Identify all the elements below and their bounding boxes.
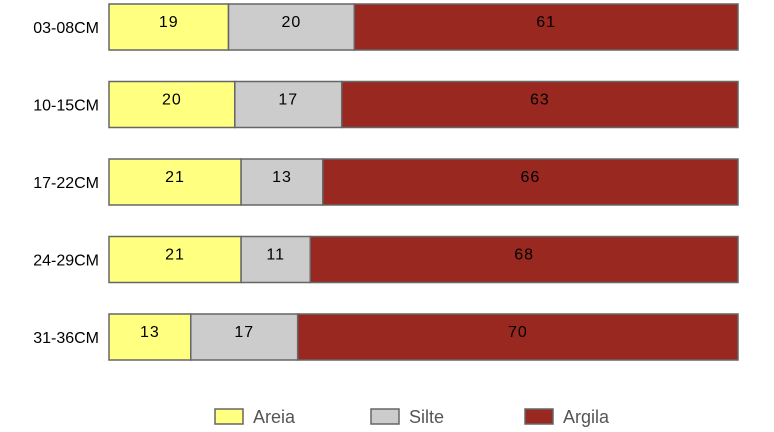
legend-label-argila: Argila	[563, 407, 610, 427]
value-label-areia-31-36cm: 13	[140, 324, 160, 341]
bar-argila-31-36cm	[296, 313, 739, 361]
category-label-17-22cm: 17-22CM	[33, 175, 99, 192]
value-label-silte-24-29cm: 11	[266, 247, 285, 264]
bar-areia-31-36cm	[108, 313, 192, 361]
bar-argila-10-15cm	[340, 80, 739, 129]
bar-silte-17-22cm	[240, 158, 324, 206]
value-label-areia-10-15cm: 20	[162, 92, 182, 109]
value-label-silte-10-15cm: 17	[278, 92, 298, 109]
value-label-silte-03-08cm: 20	[282, 14, 302, 31]
value-label-argila-17-22cm: 66	[521, 169, 541, 186]
value-label-silte-17-22cm: 13	[272, 169, 292, 186]
legend-label-areia: Areia	[253, 407, 296, 427]
category-label-03-08cm: 03-08CM	[33, 20, 99, 37]
bar-silte-03-08cm	[227, 3, 356, 51]
value-label-argila-10-15cm: 63	[530, 92, 550, 109]
value-labels: 19 20 61 20 17 63 21 13 66 21 11 68 13 17 70	[140, 14, 556, 341]
value-label-areia-17-22cm: 21	[165, 169, 185, 186]
bar-areia-17-22cm	[108, 158, 242, 206]
legend-swatch-silte	[370, 408, 400, 425]
value-label-argila-24-29cm: 68	[514, 247, 534, 264]
bar-silte-10-15cm	[234, 80, 343, 129]
bar-argila-03-08cm	[353, 3, 739, 51]
category-label-10-15cm: 10-15CM	[33, 98, 99, 115]
bar-areia-24-29cm	[108, 235, 242, 284]
legend-label-silte: Silte	[409, 407, 444, 427]
value-label-silte-31-36cm: 17	[234, 324, 254, 341]
value-label-areia-03-08cm: 19	[159, 14, 179, 31]
bar-argila-24-29cm	[309, 235, 739, 284]
value-label-argila-03-08cm: 61	[536, 14, 556, 31]
value-label-areia-24-29cm: 21	[165, 247, 185, 264]
bar-silte-31-36cm	[190, 313, 299, 361]
legend-swatch-areia	[214, 408, 244, 425]
category-label-24-29cm: 24-29CM	[33, 253, 99, 270]
category-label-31-36cm: 31-36CM	[33, 330, 99, 347]
bar-areia-03-08cm	[108, 3, 230, 51]
legend: Areia Silte Argila	[214, 407, 610, 427]
bars-group	[108, 3, 739, 361]
category-labels: 03-08CM 10-15CM 17-22CM 24-29CM 31-36CM	[33, 20, 99, 347]
legend-swatch-argila	[524, 408, 554, 425]
bar-argila-17-22cm	[322, 158, 739, 206]
value-label-argila-31-36cm: 70	[508, 324, 528, 341]
